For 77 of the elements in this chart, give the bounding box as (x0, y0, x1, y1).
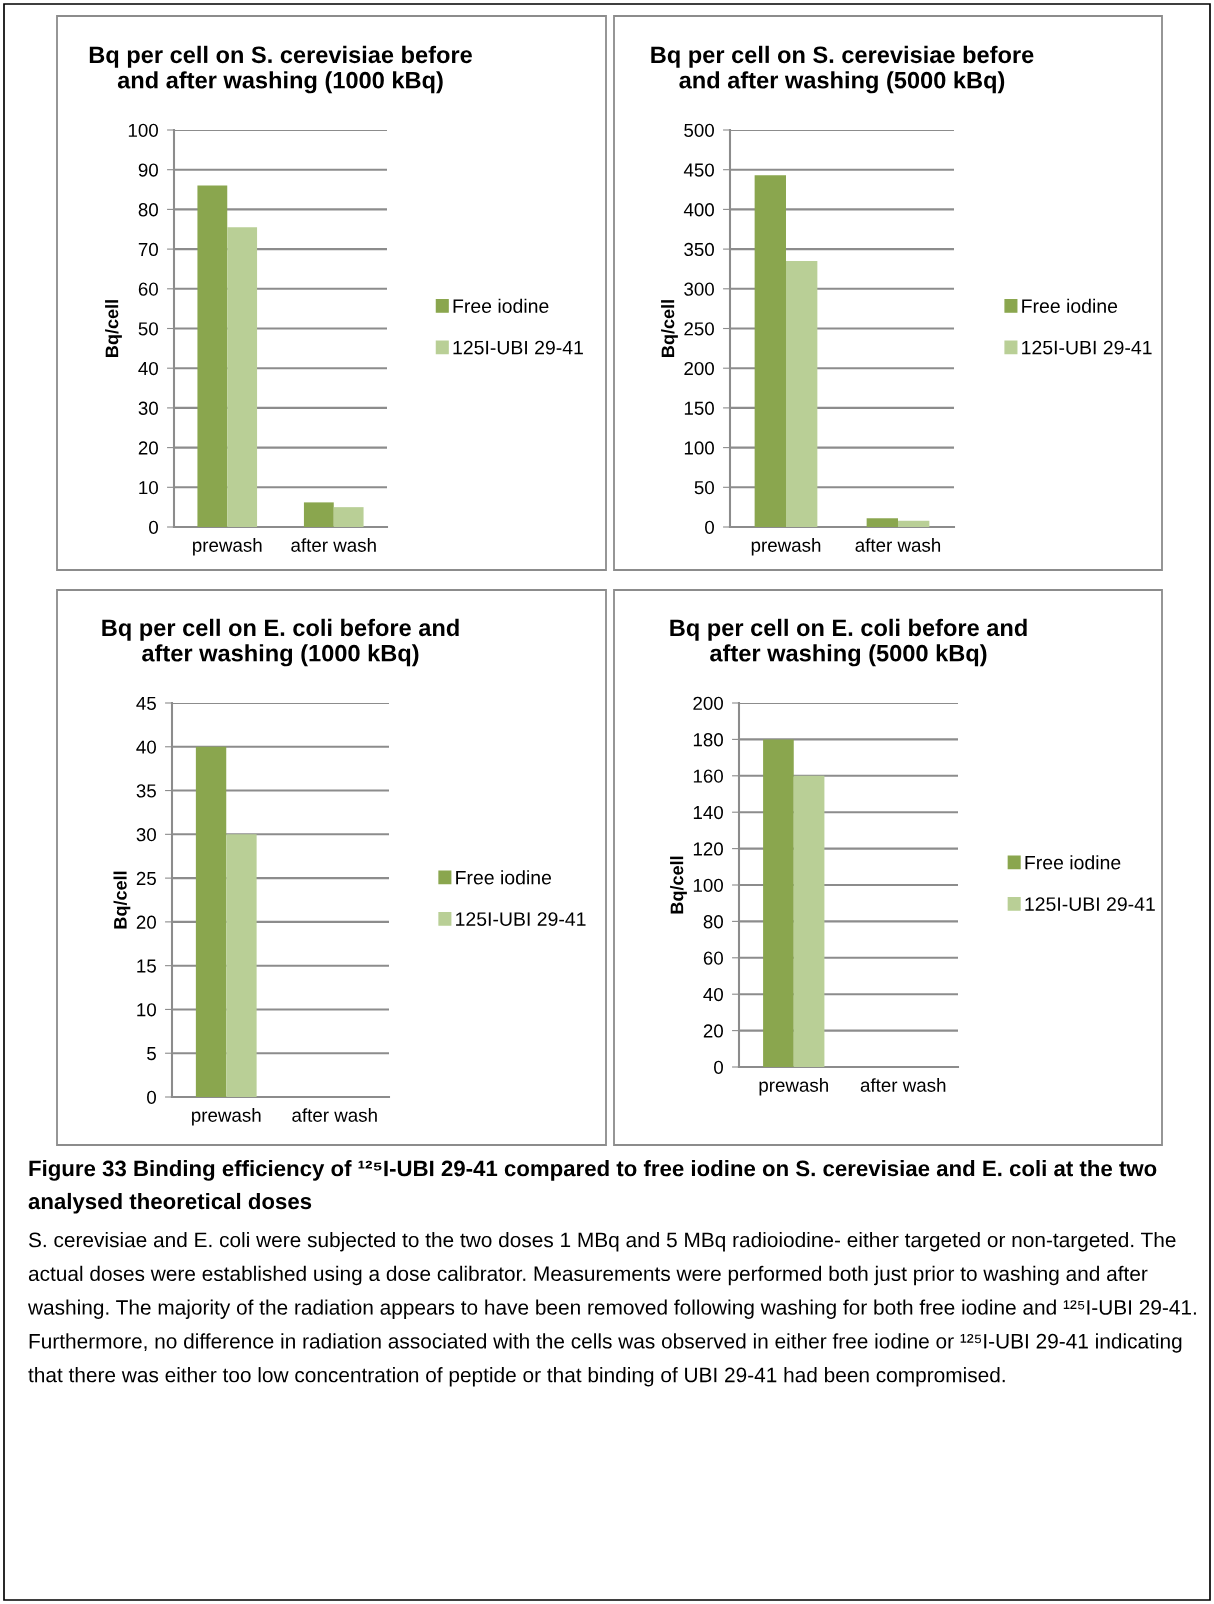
caption: Figure 33 Binding efficiency of ¹²⁵I-UBI 29-41 compared to free iodine on S. cerevisiae and E. coli at the two analysed theoretical doses (28, 1160, 1157, 1214)
bar (786, 261, 818, 527)
chart-title: Bq per cell on S. cerevisiae before and after washing (5000 kBq) (651, 45, 1034, 94)
y-tick-label: 90 (138, 163, 158, 177)
y-tick-label: 100 (128, 123, 158, 137)
bar (754, 175, 786, 527)
legend-label: Free iodine (1025, 855, 1121, 870)
legend-label: 125I-UBI 29-41 (453, 340, 583, 355)
y-tick-label: 80 (138, 203, 158, 217)
bar (303, 502, 334, 527)
y-tick-label: 50 (138, 322, 158, 336)
x-tick-label: after wash (855, 538, 941, 552)
y-tick-label: 30 (136, 828, 156, 842)
legend-label: 125I-UBI 29-41 (456, 912, 586, 926)
x-tick-label: after wash (292, 1108, 377, 1122)
y-tick-label: 20 (703, 1024, 723, 1038)
y-tick-label: 5 (147, 1047, 156, 1061)
y-tick-label: 60 (703, 951, 723, 965)
y-tick-label: 80 (703, 915, 723, 929)
y-tick-label: 15 (137, 959, 156, 973)
x-tick-label: after wash (860, 1078, 946, 1092)
y-tick-label: 300 (684, 282, 714, 296)
y-tick-label: 35 (136, 784, 156, 798)
y-tick-label: 160 (693, 769, 723, 783)
y-tick-label: 0 (147, 1090, 156, 1104)
y-tick-label: 250 (684, 322, 714, 336)
y-tick-label: 50 (694, 481, 714, 495)
y-tick-label: 0 (714, 1060, 723, 1074)
y-tick-label: 400 (683, 203, 714, 217)
chart-title: Bq per cell on S. cerevisiae before and after washing (1000 kBq) (89, 45, 472, 94)
y-tick-label: 40 (136, 740, 156, 754)
y-tick-label: 25 (136, 871, 156, 886)
x-tick-label: prewash (193, 538, 262, 556)
y-tick-label: 10 (137, 1003, 156, 1017)
x-tick-label: prewash (192, 1108, 261, 1126)
y-tick-label: 100 (693, 878, 723, 892)
chart-title: Bq per cell on E. coli before and after washing (1000 kBq) (102, 618, 459, 667)
x-tick-label: after wash (291, 538, 376, 552)
legend-label: Free iodine (453, 298, 549, 313)
y-tick-label: 20 (136, 915, 156, 929)
bar (227, 227, 258, 527)
y-tick-label: 60 (138, 282, 158, 296)
y-tick-label: 30 (138, 401, 158, 415)
y-tick-label: 100 (684, 441, 714, 455)
y-tick-label: 200 (693, 696, 723, 710)
text: S. cerevisiae and E. coli were subjected to the two doses 1 MBq and 5 MBq radioiodine- either targeted or non-targeted. The actual doses were established using a dose calibrator. Measurements were performed both just prior to washing and after washing. The majority of the radiation appears to have been removed following washing for both free iodine and ¹²⁵I-UBI 29-41. Furthermore, no difference in radiation associated with the cells was observed in either free iodine or ¹²⁵I-UBI 29-41 indicating that there was either too low concentration of peptide or that binding of UBI 29-41 had been compromised. (27, 1232, 1196, 1387)
y-tick-label: 40 (138, 361, 158, 376)
bar (866, 518, 898, 527)
y-axis-title: Bq/cell (670, 856, 687, 914)
bar (333, 507, 364, 527)
y-tick-label: 20 (138, 441, 158, 455)
legend-label: Free iodine (1022, 298, 1118, 313)
y-tick-label: 150 (684, 401, 714, 415)
y-tick-label: 40 (703, 987, 723, 1002)
x-tick-label: prewash (759, 1078, 828, 1096)
y-axis-title: Bq/cell (113, 871, 131, 929)
x-tick-label: prewash (751, 538, 821, 556)
y-tick-label: 450 (683, 163, 714, 177)
y-tick-label: 70 (138, 242, 158, 257)
bar (197, 185, 228, 527)
y-tick-label: 0 (705, 520, 714, 534)
y-tick-label: 500 (684, 123, 714, 137)
legend-label: 125I-UBI 29-41 (1025, 897, 1155, 911)
y-axis-title: Bq/cell (661, 300, 678, 357)
y-tick-label: 140 (693, 805, 723, 820)
y-tick-label: 120 (693, 842, 723, 856)
y-tick-label: 45 (136, 696, 156, 710)
y-axis-title: Bq/cell (105, 300, 122, 357)
y-tick-label: 350 (684, 242, 714, 257)
legend-label: 125I-UBI 29-41 (1022, 340, 1152, 355)
y-tick-label: 10 (139, 481, 158, 495)
y-tick-label: 0 (149, 520, 158, 534)
y-tick-label: 200 (684, 361, 714, 376)
bar (898, 520, 930, 527)
chart-title: Bq per cell on E. coli before and after washing (5000 kBq) (670, 618, 1027, 667)
y-tick-label: 180 (693, 733, 723, 747)
legend-label: Free iodine (456, 870, 552, 885)
